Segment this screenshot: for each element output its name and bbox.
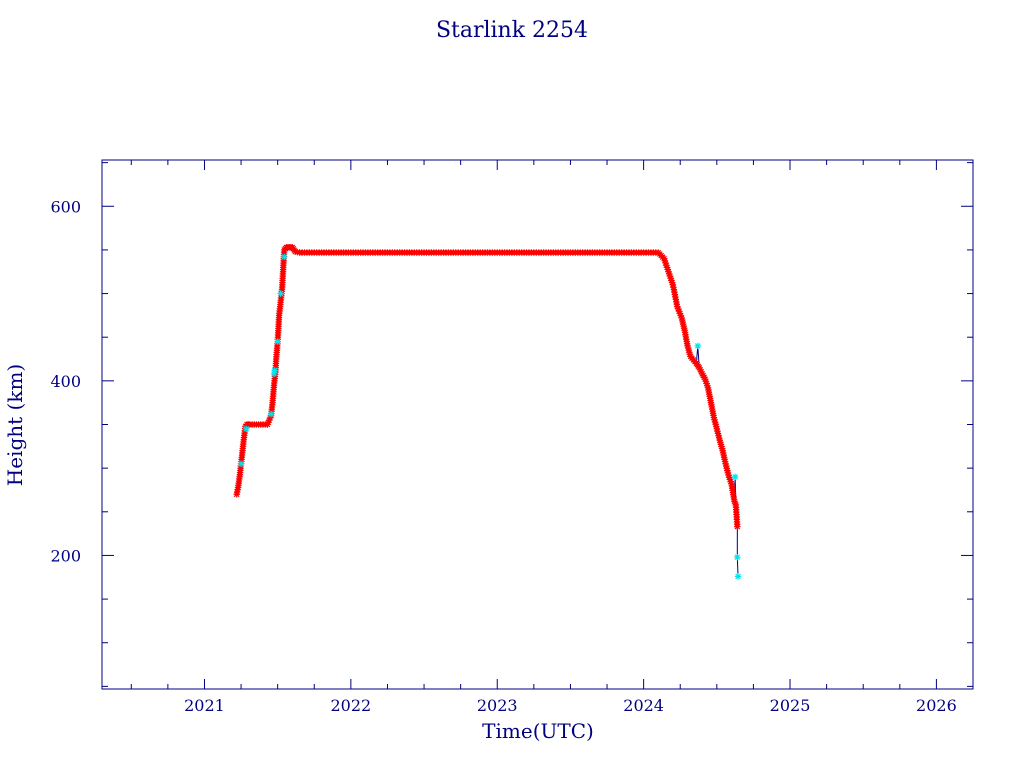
y-tick-label: 200: [50, 546, 81, 565]
axis-tick-labels: 2021 2022 2023 2024 2025 2026 200 400 600: [50, 197, 956, 715]
data-point: [734, 553, 741, 561]
x-tick-label: 2022: [330, 696, 371, 715]
data-point: [734, 573, 742, 580]
data-point: [267, 410, 275, 418]
trajectory-line: [236, 246, 739, 577]
axis-ticks: [102, 160, 974, 689]
data-point: [242, 425, 250, 433]
data-point: [274, 338, 281, 345]
x-tick-label: 2023: [477, 696, 518, 715]
y-axis-label: Height (km): [3, 364, 27, 486]
data-point: [277, 290, 284, 297]
x-axis-label: Time(UTC): [482, 719, 594, 743]
data-points: [233, 244, 742, 580]
data-point: [281, 253, 288, 261]
data-point: [271, 367, 278, 374]
x-tick-label: 2026: [916, 696, 957, 715]
data-point: [734, 523, 741, 530]
x-tick-label: 2021: [184, 696, 225, 715]
plot-frame: [101, 159, 974, 690]
data-point: [731, 473, 739, 481]
y-tick-label: 400: [50, 372, 81, 391]
x-tick-label: 2024: [623, 696, 664, 715]
data-point: [694, 342, 701, 350]
chart-title: Starlink 2254: [436, 18, 588, 43]
data-point: [237, 460, 245, 467]
y-tick-label: 600: [50, 197, 81, 216]
x-tick-label: 2025: [770, 696, 811, 715]
